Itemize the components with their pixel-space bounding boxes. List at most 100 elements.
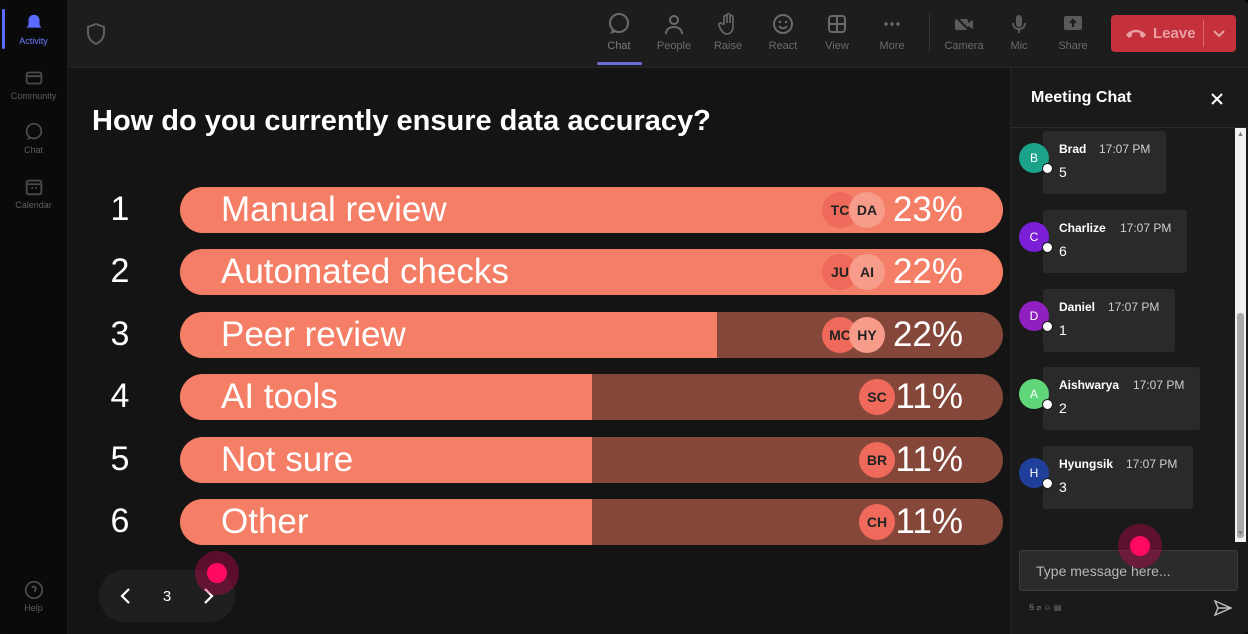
toolbar-camera-button[interactable]: Camera bbox=[938, 10, 990, 60]
option-bar-fill bbox=[180, 437, 592, 483]
sender-name: Brad bbox=[1059, 142, 1087, 156]
message-text: 3 bbox=[1059, 479, 1067, 495]
toolbar-people-label: People bbox=[656, 40, 692, 52]
toolbar-share-button[interactable]: Share bbox=[1047, 10, 1099, 60]
rail-active-indicator bbox=[2, 9, 5, 49]
presence-dot bbox=[1042, 163, 1053, 174]
chat-format-tools[interactable]: Ꞩ ⌀ ☺ ▤ bbox=[1029, 603, 1061, 612]
send-icon[interactable] bbox=[1213, 599, 1233, 617]
leave-label: Leave bbox=[1153, 25, 1196, 42]
scroll-up-arrow-icon[interactable]: ▲ bbox=[1237, 131, 1244, 138]
chat-message[interactable] bbox=[1043, 131, 1166, 194]
chat-message[interactable] bbox=[1043, 210, 1187, 273]
chevron-down-icon[interactable] bbox=[1212, 29, 1226, 39]
voter-avatar: DA bbox=[849, 192, 885, 228]
leave-divider bbox=[1203, 20, 1204, 47]
poll-question: How do you currently ensure data accurac… bbox=[92, 105, 711, 137]
click-indicator bbox=[195, 551, 239, 595]
sender-name: Hyungsik bbox=[1059, 457, 1114, 471]
option-number: 3 bbox=[110, 315, 130, 353]
chat-message[interactable] bbox=[1043, 446, 1193, 509]
option-percent: 22% bbox=[892, 252, 963, 291]
page-number: 3 bbox=[162, 588, 172, 605]
help-icon bbox=[24, 580, 43, 600]
toolbar-chat-button[interactable]: Chat bbox=[593, 10, 645, 60]
message-text: 5 bbox=[1059, 164, 1067, 180]
bell-icon bbox=[26, 14, 41, 28]
option-number: 4 bbox=[110, 377, 130, 415]
presence-dot bbox=[1042, 478, 1053, 489]
option-percent: 23% bbox=[892, 190, 963, 229]
voter-avatar: CH bbox=[859, 504, 895, 540]
rail-label-calendar: Calendar bbox=[15, 200, 52, 210]
toolbar-view-button[interactable]: View bbox=[811, 10, 863, 60]
shield-icon[interactable] bbox=[86, 23, 106, 45]
top-toolbar bbox=[68, 0, 1248, 68]
message-time: 17:07 PM bbox=[1099, 142, 1151, 156]
close-icon[interactable] bbox=[1208, 90, 1226, 108]
attach-icon[interactable]: ⌀ bbox=[1036, 603, 1042, 612]
message-text: 1 bbox=[1059, 322, 1067, 338]
option-percent: 11% bbox=[895, 377, 963, 416]
chat-message-input[interactable] bbox=[1019, 550, 1238, 591]
rail-item-help[interactable]: Help bbox=[0, 579, 67, 613]
toolbar-react-label: React bbox=[768, 40, 798, 52]
toolbar-share-label: Share bbox=[1058, 40, 1088, 52]
message-text: 6 bbox=[1059, 243, 1067, 259]
message-text: 2 bbox=[1059, 400, 1067, 416]
voter-avatar: SC bbox=[859, 379, 895, 415]
option-number: 6 bbox=[110, 502, 130, 540]
gif-icon[interactable]: ▤ bbox=[1053, 603, 1062, 612]
voter-avatar: BR bbox=[859, 442, 895, 478]
toolbar-react-button[interactable]: React bbox=[757, 10, 809, 60]
chat-message[interactable] bbox=[1043, 289, 1175, 352]
option-label: Manual review bbox=[221, 190, 447, 229]
option-number: 1 bbox=[110, 190, 130, 228]
sender-name: Aishwarya bbox=[1059, 378, 1120, 392]
click-indicator bbox=[1118, 524, 1162, 568]
rail-item-chat[interactable]: Chat bbox=[0, 121, 67, 155]
toolbar-mic-label: Mic bbox=[1010, 40, 1028, 52]
people-icon bbox=[665, 15, 683, 35]
chevron-right-icon[interactable] bbox=[198, 584, 218, 608]
toolbar-raise-button[interactable]: Raise bbox=[702, 10, 754, 60]
chevron-left-icon[interactable] bbox=[116, 584, 136, 608]
option-bar-fill bbox=[180, 312, 717, 358]
hand-icon bbox=[718, 12, 734, 35]
toolbar-more-button[interactable]: More bbox=[866, 10, 918, 60]
active-tab-indicator bbox=[597, 62, 642, 65]
scroll-down-arrow-icon[interactable]: ▼ bbox=[1237, 530, 1244, 537]
rail-item-calendar[interactable]: Calendar bbox=[0, 176, 67, 210]
chat-icon bbox=[609, 13, 629, 34]
format-icon[interactable]: Ꞩ bbox=[1029, 603, 1035, 612]
option-label: Automated checks bbox=[221, 252, 509, 291]
presence-dot bbox=[1042, 399, 1053, 410]
chat-scroll-thumb[interactable] bbox=[1237, 313, 1244, 538]
option-number: 5 bbox=[110, 440, 130, 478]
chat-icon bbox=[25, 122, 42, 141]
toolbar-more-label: More bbox=[879, 40, 905, 52]
option-bar-fill bbox=[180, 374, 592, 420]
option-percent: 11% bbox=[895, 502, 963, 541]
share-icon bbox=[1064, 16, 1082, 30]
chat-message[interactable] bbox=[1043, 367, 1200, 430]
community-icon bbox=[25, 71, 42, 85]
emoji-icon[interactable]: ☺ bbox=[1043, 603, 1052, 612]
rail-label-help: Help bbox=[24, 603, 43, 613]
message-time: 17:07 PM bbox=[1133, 378, 1185, 392]
calendar-icon bbox=[25, 179, 42, 196]
option-label: Not sure bbox=[221, 440, 354, 479]
more-icon bbox=[884, 22, 900, 26]
rail-item-community[interactable]: Community bbox=[0, 67, 67, 101]
chat-title: Meeting Chat bbox=[1031, 89, 1132, 106]
option-label: Peer review bbox=[221, 315, 406, 354]
toolbar-mic-button[interactable]: Mic bbox=[993, 10, 1045, 60]
message-time: 17:07 PM bbox=[1126, 457, 1178, 471]
toolbar-divider bbox=[929, 14, 930, 52]
left-rail bbox=[0, 0, 68, 634]
option-number: 2 bbox=[110, 252, 130, 290]
rail-item-activity[interactable]: Activity bbox=[0, 12, 67, 46]
toolbar-people-button[interactable]: People bbox=[648, 10, 700, 60]
option-percent: 22% bbox=[892, 315, 963, 354]
